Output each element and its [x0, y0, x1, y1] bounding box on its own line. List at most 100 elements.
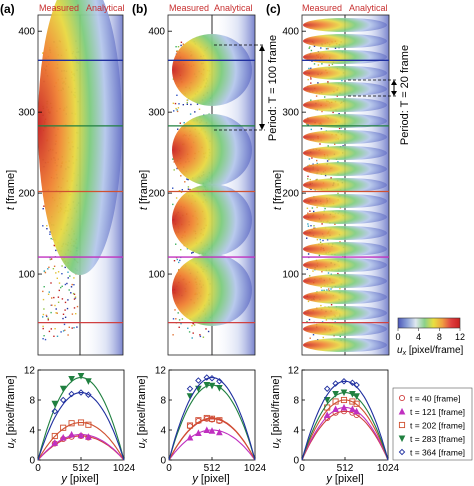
data-point [332, 390, 339, 398]
measured-point [320, 286, 322, 289]
measured-point [309, 337, 311, 339]
analytical-blob [303, 114, 387, 128]
measured-point [50, 311, 52, 314]
bottom-ylabel-a-sub: x [9, 437, 18, 443]
measured-point [341, 79, 343, 82]
measured-point [327, 272, 330, 274]
measured-point [189, 188, 191, 191]
measured-point [50, 282, 52, 284]
panel-c-analytical-blobs [303, 18, 387, 352]
data-point [349, 379, 356, 386]
fit-curve [168, 417, 256, 461]
measured-point [177, 312, 179, 314]
measured-point [175, 107, 177, 110]
measured-point [176, 94, 178, 96]
measured-point [42, 338, 44, 340]
measured-point [328, 158, 330, 161]
measured-point [173, 260, 176, 262]
measured-point [61, 265, 63, 267]
measured-point [67, 271, 69, 273]
measured-point [48, 291, 50, 293]
measured-point [67, 334, 69, 336]
measured-point [44, 271, 47, 274]
measured-point [316, 162, 318, 165]
measured-point [56, 312, 58, 314]
xtick-label: 512 [337, 463, 354, 474]
colorbar-label: ux [pixel/frame] [397, 345, 464, 357]
period-b-arrow-top [259, 45, 265, 51]
xtick-label: 1024 [113, 463, 136, 474]
measured-point [338, 113, 340, 115]
measured-point [330, 177, 332, 179]
data-point [340, 378, 348, 385]
measured-point [42, 208, 44, 210]
measured-point [312, 334, 315, 336]
svg-text:y [pixel]: y [pixel] [325, 473, 363, 485]
bottom-xlabel-a-y: y [60, 473, 68, 485]
data-point [51, 400, 59, 408]
measured-point [308, 47, 310, 49]
data-point [59, 396, 67, 404]
measured-point [325, 48, 328, 50]
measured-point [310, 49, 313, 52]
measured-point [172, 187, 174, 189]
measured-point [320, 304, 322, 307]
analytical-blob [303, 194, 387, 208]
measured-point [307, 212, 309, 214]
measured-point [172, 318, 175, 320]
xtick-label: 0 [299, 463, 305, 474]
measured-point [321, 110, 323, 113]
measured-point [327, 145, 329, 147]
top-ytick-label: 400 [18, 27, 35, 38]
colorbar-bar [397, 317, 461, 329]
measured-point [49, 233, 51, 235]
data-point [323, 385, 331, 392]
analytical-blob [303, 146, 387, 160]
measured-point [73, 284, 75, 286]
measured-point [178, 261, 180, 264]
measured-point [70, 292, 72, 294]
measured-point [307, 225, 310, 227]
bottom-chart-b: 0 4 8 12 0 512 1024 [155, 366, 267, 475]
svg-text:t [frame]: t [frame] [138, 170, 150, 210]
bottom-ylabel-c-sub: x [274, 437, 283, 443]
measured-point [76, 326, 78, 328]
data-point [398, 435, 406, 443]
panel-a-analytical-label: Analytical [86, 3, 125, 13]
panel-a-ylabel: t [frame] [5, 170, 17, 210]
measured-point [324, 96, 326, 98]
measured-point [175, 318, 177, 320]
measured-point [183, 122, 185, 124]
measured-point [60, 331, 62, 333]
measured-point [191, 325, 193, 327]
measured-point [48, 266, 50, 268]
measured-point [306, 268, 308, 270]
measured-point [192, 251, 194, 254]
measured-point [174, 309, 176, 311]
measured-point [189, 113, 192, 115]
measured-point [337, 161, 339, 163]
measured-point [43, 286, 45, 288]
measured-point [175, 197, 178, 199]
measured-point [306, 321, 308, 323]
measured-point [57, 301, 60, 303]
measured-point [75, 313, 77, 315]
measured-point [336, 95, 338, 97]
measured-point [309, 210, 311, 212]
measured-point [49, 258, 51, 261]
measured-point [313, 45, 316, 47]
analytical-blob [303, 290, 387, 304]
measured-point [46, 228, 48, 230]
measured-point [43, 270, 45, 272]
fit-curve [301, 410, 389, 461]
measured-point [50, 237, 52, 240]
data-point [59, 385, 67, 393]
measured-point [196, 103, 199, 105]
measured-point [42, 290, 44, 293]
measured-point [321, 63, 323, 65]
measured-point [58, 289, 60, 292]
period-b-arrow-bottom [259, 124, 265, 130]
measured-point [339, 288, 341, 290]
data-point [77, 431, 85, 439]
data-point [340, 403, 348, 411]
